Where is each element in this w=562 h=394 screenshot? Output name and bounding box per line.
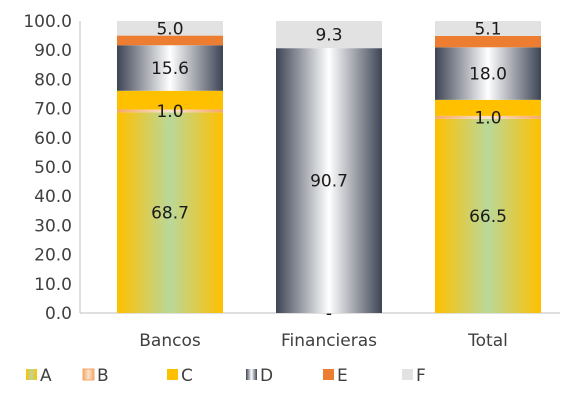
y-tick-label: 10.0 <box>34 275 72 295</box>
legend-swatch-d <box>246 369 257 380</box>
x-axis: Bancos Financieras Total <box>139 331 508 351</box>
data-label: 90.7 <box>310 172 348 192</box>
bar-segment-a <box>435 118 541 313</box>
bar-segment-f <box>117 21 223 36</box>
bar-segment-c <box>117 90 223 110</box>
bar-segment-d <box>117 45 223 91</box>
x-tick-label: Total <box>467 331 508 351</box>
legend-swatch-e <box>323 369 334 380</box>
data-label: 18.0 <box>469 65 507 85</box>
y-tick-label: 100.0 <box>23 12 72 32</box>
bars <box>117 21 541 313</box>
data-label: 5.1 <box>474 19 501 39</box>
bar-segment-d <box>435 47 541 100</box>
legend-label: B <box>97 366 109 386</box>
legend: A B C D E F <box>26 366 426 386</box>
legend-swatch-c <box>167 369 178 380</box>
bar-segment-f <box>276 21 382 49</box>
y-axis: 0.0 10.0 20.0 30.0 40.0 50.0 60.0 70.0 80.0 90.0 1… <box>23 12 560 324</box>
legend-label: E <box>337 366 348 386</box>
data-label: 1.0 <box>474 108 501 128</box>
y-tick-label: 30.0 <box>34 216 72 236</box>
data-label: 15.6 <box>151 59 189 79</box>
y-tick-label: 90.0 <box>34 41 72 61</box>
data-label: 5.0 <box>156 19 183 39</box>
data-label: 68.7 <box>151 204 189 224</box>
legend-swatch-b <box>82 368 95 381</box>
data-label: 9.3 <box>315 26 342 46</box>
data-label: 1.0 <box>156 102 183 122</box>
y-tick-label: 40.0 <box>34 187 72 207</box>
bar-segment-c <box>435 99 541 116</box>
bar-segment-e <box>435 35 541 48</box>
bar-segment-f <box>435 21 541 36</box>
legend-label: C <box>181 366 193 386</box>
x-tick-label: Bancos <box>139 331 201 351</box>
y-tick-label: 70.0 <box>34 100 72 120</box>
y-tick-label: 50.0 <box>34 158 72 178</box>
data-labels: 68.7 1.0 15.6 5.0 - 90.7 9.3 66.5 1.0 18.0 5.1 <box>151 19 507 324</box>
bar-segment-b <box>435 115 541 119</box>
legend-label: D <box>260 366 273 386</box>
data-label: - <box>326 304 332 324</box>
legend-label: F <box>416 366 426 386</box>
y-tick-label: 20.0 <box>34 246 72 266</box>
bar-segment-b <box>117 109 223 113</box>
legend-label: A <box>40 366 52 386</box>
y-tick-label: 60.0 <box>34 129 72 149</box>
y-tick-label: 80.0 <box>34 70 72 90</box>
bar-segment-a <box>117 112 223 313</box>
x-tick-label: Financieras <box>281 331 377 351</box>
legend-swatch-f <box>402 369 413 380</box>
legend-swatch-a <box>26 369 37 380</box>
bar-segment-d <box>276 48 382 313</box>
bar-segment-e <box>117 35 223 46</box>
data-label: 66.5 <box>469 207 507 227</box>
y-tick-label: 0.0 <box>45 304 72 324</box>
